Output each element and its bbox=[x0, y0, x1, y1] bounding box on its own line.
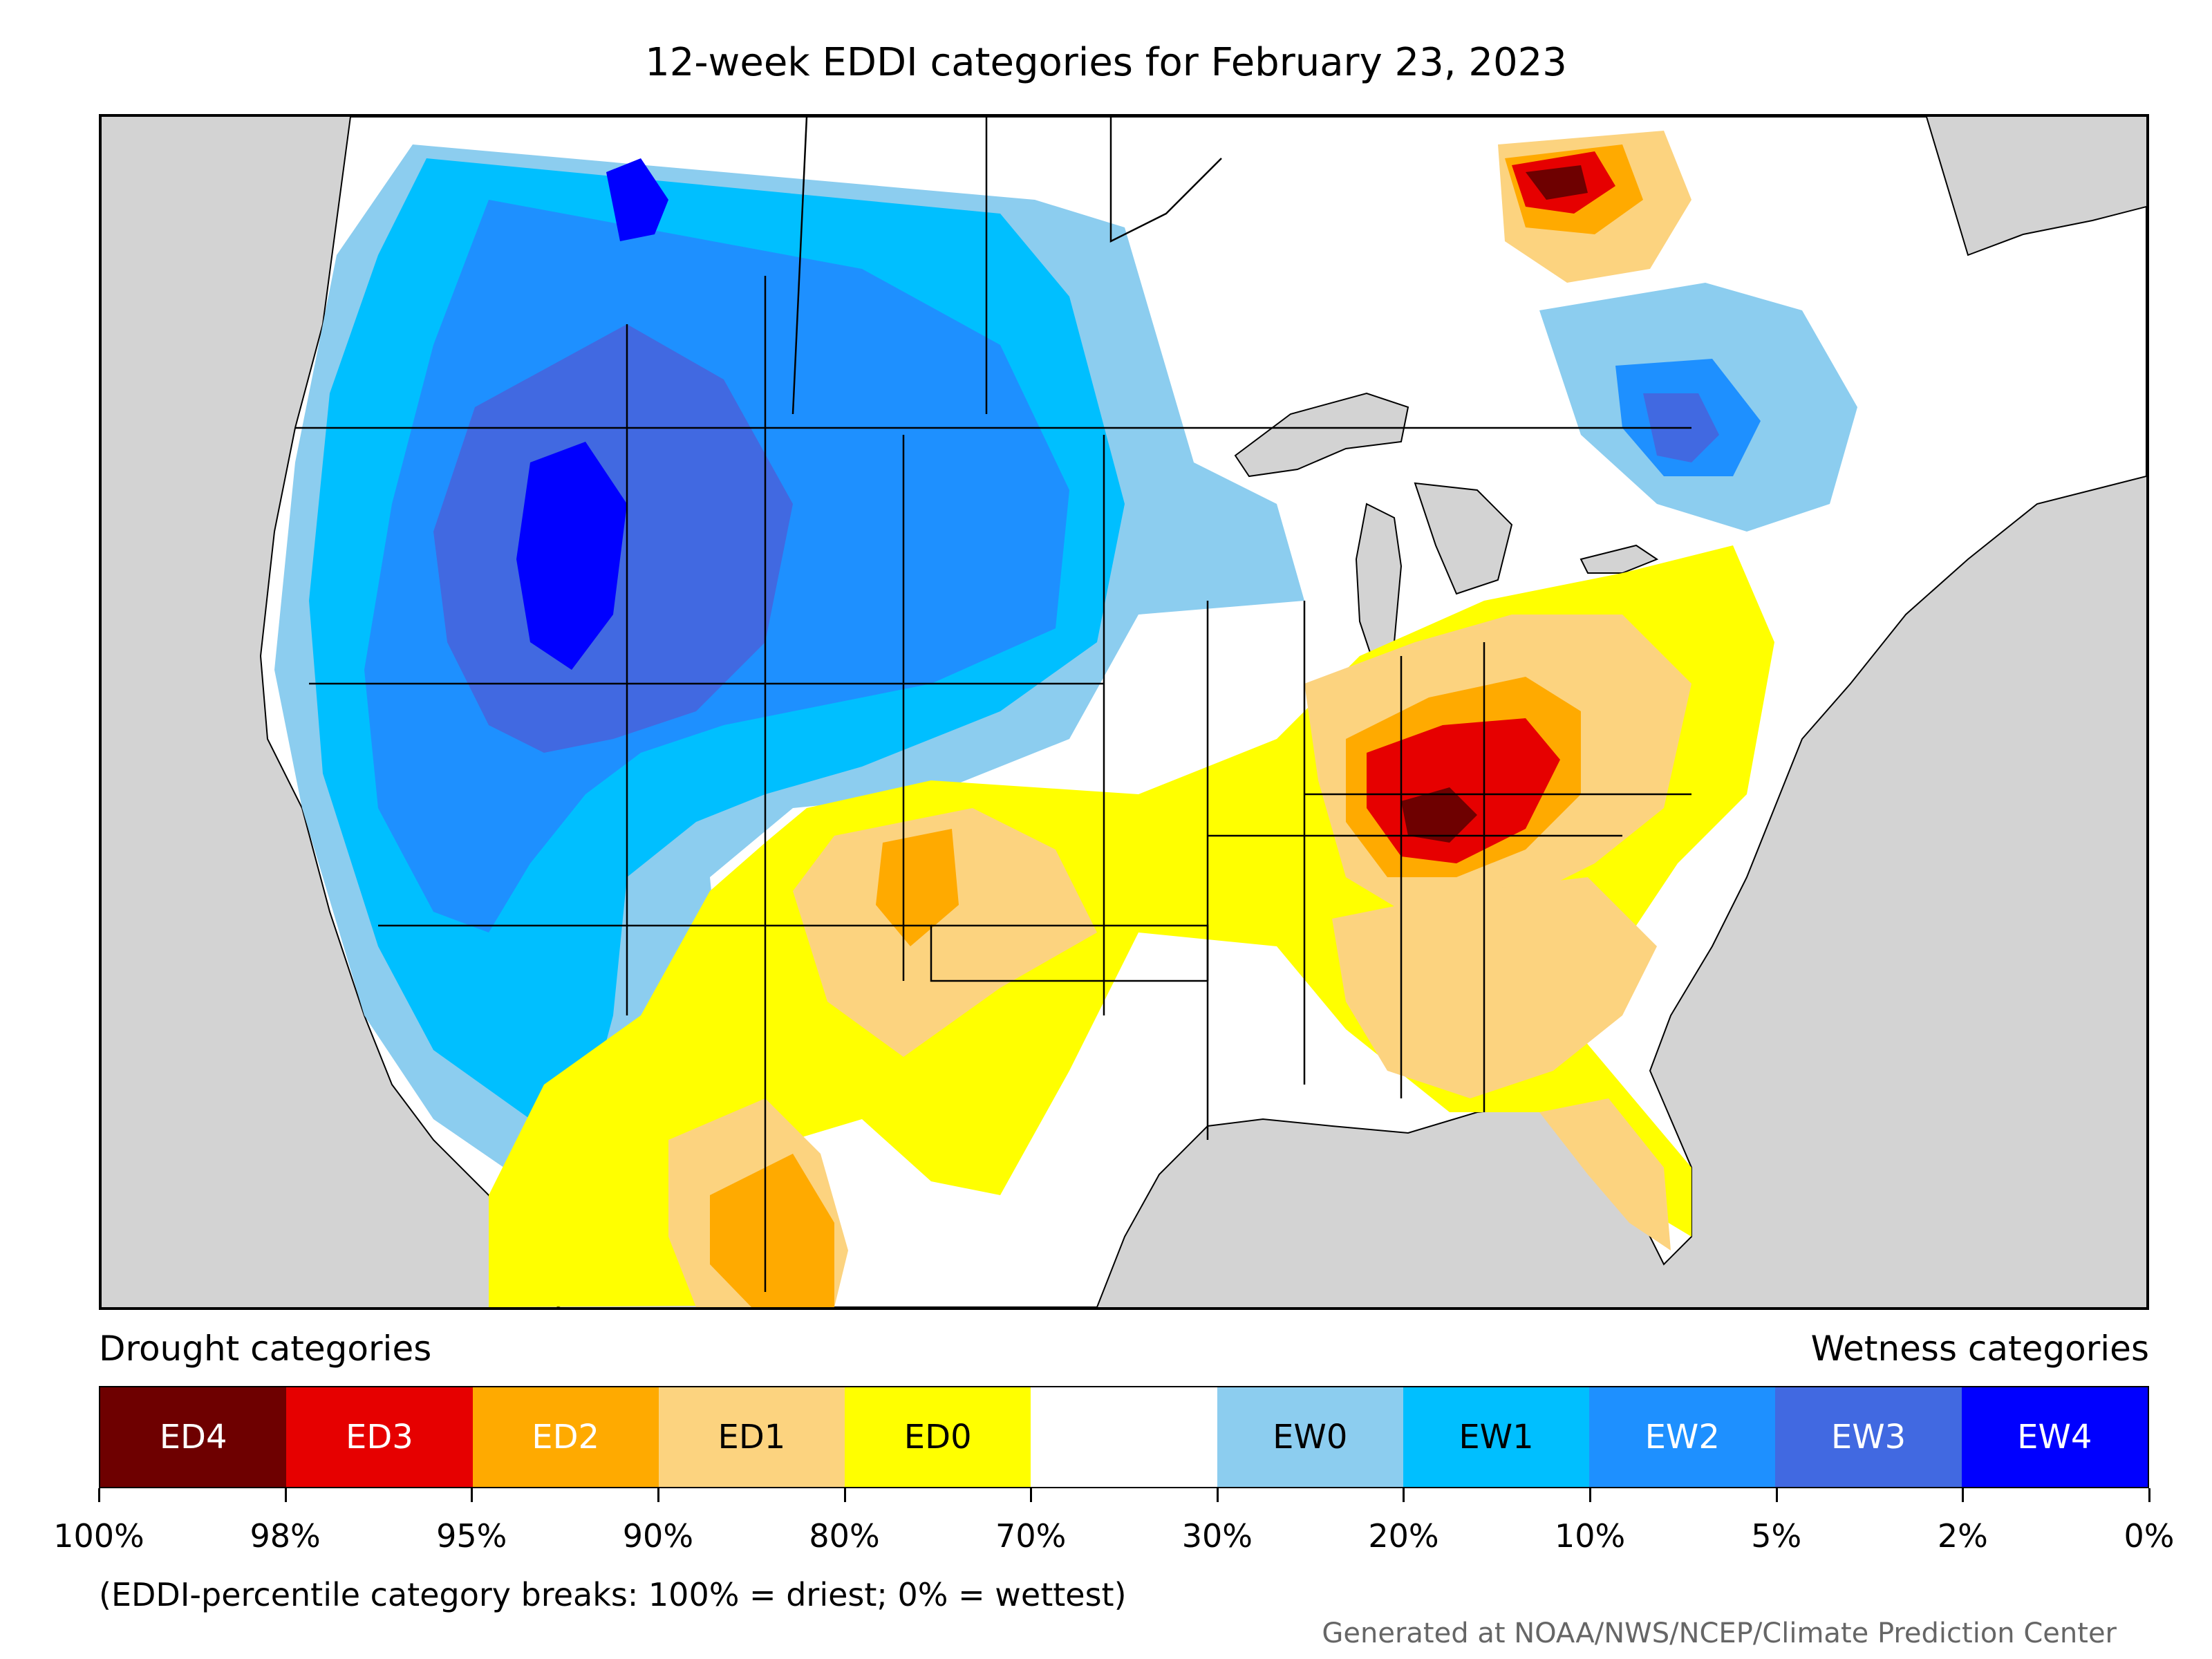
ed1-region-florida bbox=[1539, 1098, 1671, 1250]
credit-text: Generated at NOAA/NWS/NCEP/Climate Predi… bbox=[1322, 1618, 2117, 1649]
colorbar-cell: ED2 bbox=[472, 1387, 659, 1487]
colorbar-cell: ED0 bbox=[845, 1387, 1031, 1487]
lake-huron bbox=[1414, 482, 1513, 595]
colorbar-cell: EW2 bbox=[1589, 1387, 1776, 1487]
tick-label: 30% bbox=[1181, 1517, 1253, 1555]
lake-ontario bbox=[1580, 544, 1659, 574]
category-colorbar: ED4 ED3 ED2 ED1 ED0 EW0 EW1 EW2 EW3 EW4 bbox=[99, 1386, 2149, 1488]
tick-mark bbox=[1030, 1488, 1033, 1502]
tick-label: 95% bbox=[436, 1517, 507, 1555]
ew4-region-west bbox=[516, 442, 627, 670]
tick-label: 90% bbox=[622, 1517, 694, 1555]
tick-mark bbox=[1775, 1488, 1778, 1502]
colorbar-cell: EW3 bbox=[1775, 1387, 1962, 1487]
tick-label: 98% bbox=[250, 1517, 321, 1555]
colorbar-cell: EW4 bbox=[1961, 1387, 2148, 1487]
tick-label: 10% bbox=[1554, 1517, 1626, 1555]
colorbar-cell: ED1 bbox=[658, 1387, 845, 1487]
drought-categories-label: Drought categories bbox=[99, 1329, 432, 1369]
tick-label: 20% bbox=[1368, 1517, 1439, 1555]
colorbar-cell: ED3 bbox=[286, 1387, 473, 1487]
colorbar-cell: ED4 bbox=[100, 1387, 287, 1487]
tick-label: 70% bbox=[995, 1517, 1067, 1555]
tick-mark bbox=[657, 1488, 659, 1502]
ew4-region-west-2 bbox=[606, 158, 668, 241]
wetness-categories-label: Wetness categories bbox=[1810, 1329, 2149, 1369]
map-canvas bbox=[102, 117, 2146, 1307]
tick-mark bbox=[843, 1488, 846, 1502]
tick-mark bbox=[1216, 1488, 1219, 1502]
eddi-map bbox=[99, 114, 2149, 1310]
colorbar-cell bbox=[1031, 1387, 1217, 1487]
ed2-region-oklahoma bbox=[876, 829, 959, 946]
tick-mark bbox=[471, 1488, 474, 1502]
ed4-region-kentucky bbox=[1401, 787, 1477, 843]
state-boundaries bbox=[295, 117, 1691, 1292]
tick-mark bbox=[1589, 1488, 1592, 1502]
ed1-region-south bbox=[793, 808, 1097, 1057]
colorbar-ticks: 100% 98% 95% 90% 80% 70% 30% 20% 10% 5% 2% 0% bbox=[53, 1488, 2174, 1555]
ed2-region-texas bbox=[710, 1154, 834, 1307]
colorbar-cell: EW1 bbox=[1403, 1387, 1590, 1487]
tick-label: 80% bbox=[809, 1517, 880, 1555]
tick-label: 100% bbox=[53, 1517, 144, 1555]
lake-superior bbox=[1234, 392, 1409, 478]
tick-mark bbox=[98, 1488, 100, 1502]
tick-mark bbox=[2148, 1488, 2150, 1502]
tick-mark bbox=[1962, 1488, 1965, 1502]
ed1-region-southeast bbox=[1332, 877, 1657, 1098]
tick-mark bbox=[1403, 1488, 1405, 1502]
category-break-note: (EDDI-percentile category breaks: 100% =… bbox=[99, 1576, 1127, 1613]
tick-label: 5% bbox=[1751, 1517, 1802, 1555]
tick-label: 0% bbox=[2124, 1517, 2175, 1555]
tick-label: 2% bbox=[1937, 1517, 1988, 1555]
ed4-region-canada bbox=[1526, 165, 1588, 200]
colorbar-cell: EW0 bbox=[1217, 1387, 1403, 1487]
tick-mark bbox=[284, 1488, 287, 1502]
map-title: 12-week EDDI categories for February 23,… bbox=[645, 40, 1567, 85]
